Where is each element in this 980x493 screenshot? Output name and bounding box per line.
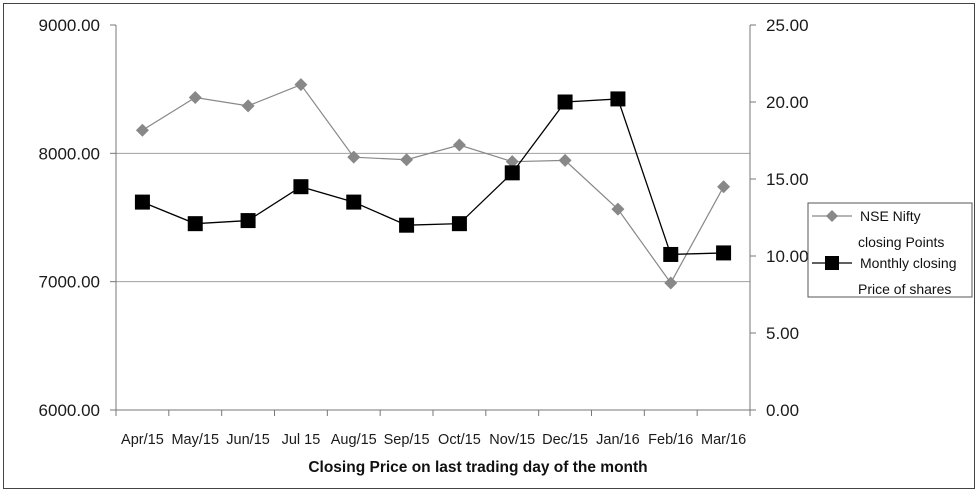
x-tick-label: May/15	[171, 432, 219, 448]
legend-label: Price of shares	[858, 281, 951, 297]
y-left-tick-label: 8000.00	[39, 144, 100, 163]
legend-label: NSE Nifty	[860, 208, 921, 224]
y-left-tick-label: 6000.00	[39, 401, 100, 420]
x-tick-label: Jun/15	[226, 432, 270, 448]
x-tick-label: Sep/15	[384, 432, 430, 448]
data-point-square	[293, 179, 309, 195]
x-tick-label: Jan/16	[596, 432, 640, 448]
series-2	[134, 91, 732, 262]
y-right-tick-label: 20.00	[766, 93, 809, 112]
series-layer	[134, 78, 732, 290]
data-point-square	[451, 216, 467, 232]
data-point-diamond	[558, 153, 572, 167]
data-point-diamond	[505, 155, 519, 169]
data-point-diamond	[664, 276, 678, 290]
legend-label: closing Points	[858, 234, 944, 250]
y-right-tick-label: 5.00	[766, 324, 799, 343]
data-point-square	[557, 94, 573, 110]
data-point-diamond	[400, 153, 414, 167]
y-right-tick-label: 10.00	[766, 247, 809, 266]
x-tick-label: Nov/15	[489, 432, 535, 448]
legend: NSE Nifty closing Points Monthly closing Pr…	[807, 202, 973, 298]
data-point-square	[240, 213, 256, 229]
series-line	[142, 98, 724, 256]
x-tick-label: Mar/16	[701, 432, 746, 448]
x-axis-title: Closing Price on last trading day of the…	[308, 459, 647, 476]
data-point-diamond	[347, 150, 361, 164]
series-line	[142, 83, 725, 285]
data-point-square	[610, 91, 626, 107]
data-point-square	[663, 246, 679, 262]
data-point-square	[346, 194, 362, 210]
data-point-square	[716, 245, 732, 261]
x-tick-label: Oct/15	[438, 432, 481, 448]
data-point-square	[134, 194, 150, 210]
data-point-diamond	[241, 99, 255, 113]
legend-label: Monthly closing	[860, 255, 957, 271]
data-point-diamond	[452, 138, 466, 152]
data-point-diamond	[188, 91, 202, 105]
data-point-diamond	[717, 180, 731, 194]
data-point-diamond	[611, 202, 625, 216]
legend-swatch-square	[825, 256, 839, 270]
x-tick-label: Jul 15	[282, 432, 321, 448]
data-point-square	[187, 216, 203, 232]
x-tick-label: Apr/15	[121, 432, 164, 448]
series-1	[135, 78, 731, 290]
x-tick-label: Aug/15	[331, 432, 377, 448]
y-left-tick-label: 9000.00	[39, 16, 100, 35]
axes	[110, 24, 756, 416]
x-tick-label: Feb/16	[648, 432, 693, 448]
y-right-tick-label: 0.00	[766, 401, 799, 420]
y-right-tick-label: 25.00	[766, 16, 809, 35]
data-point-square	[504, 165, 520, 181]
x-tick-label: Dec/15	[542, 432, 588, 448]
tick-labels: 6000.00 7000.00 8000.00 9000.00 0.00 5.00 10.0…	[39, 16, 809, 448]
y-right-tick-label: 15.00	[766, 170, 809, 189]
gridlines	[116, 152, 750, 283]
y-left-tick-label: 7000.00	[39, 273, 100, 292]
data-point-diamond	[135, 123, 149, 137]
data-point-square	[399, 217, 415, 233]
data-point-diamond	[294, 78, 308, 92]
legend-swatch-diamond	[826, 210, 838, 222]
